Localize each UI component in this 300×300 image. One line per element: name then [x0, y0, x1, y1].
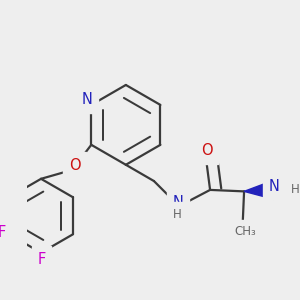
Text: CH₃: CH₃	[234, 225, 256, 239]
Text: N: N	[268, 179, 279, 194]
Text: H: H	[291, 182, 300, 196]
Text: F: F	[0, 225, 6, 240]
Text: H: H	[173, 208, 182, 221]
Text: O: O	[69, 158, 80, 173]
Text: N: N	[81, 92, 92, 107]
Text: O: O	[201, 143, 213, 158]
Polygon shape	[244, 181, 274, 200]
Text: F: F	[38, 252, 46, 267]
Text: N: N	[172, 195, 183, 210]
